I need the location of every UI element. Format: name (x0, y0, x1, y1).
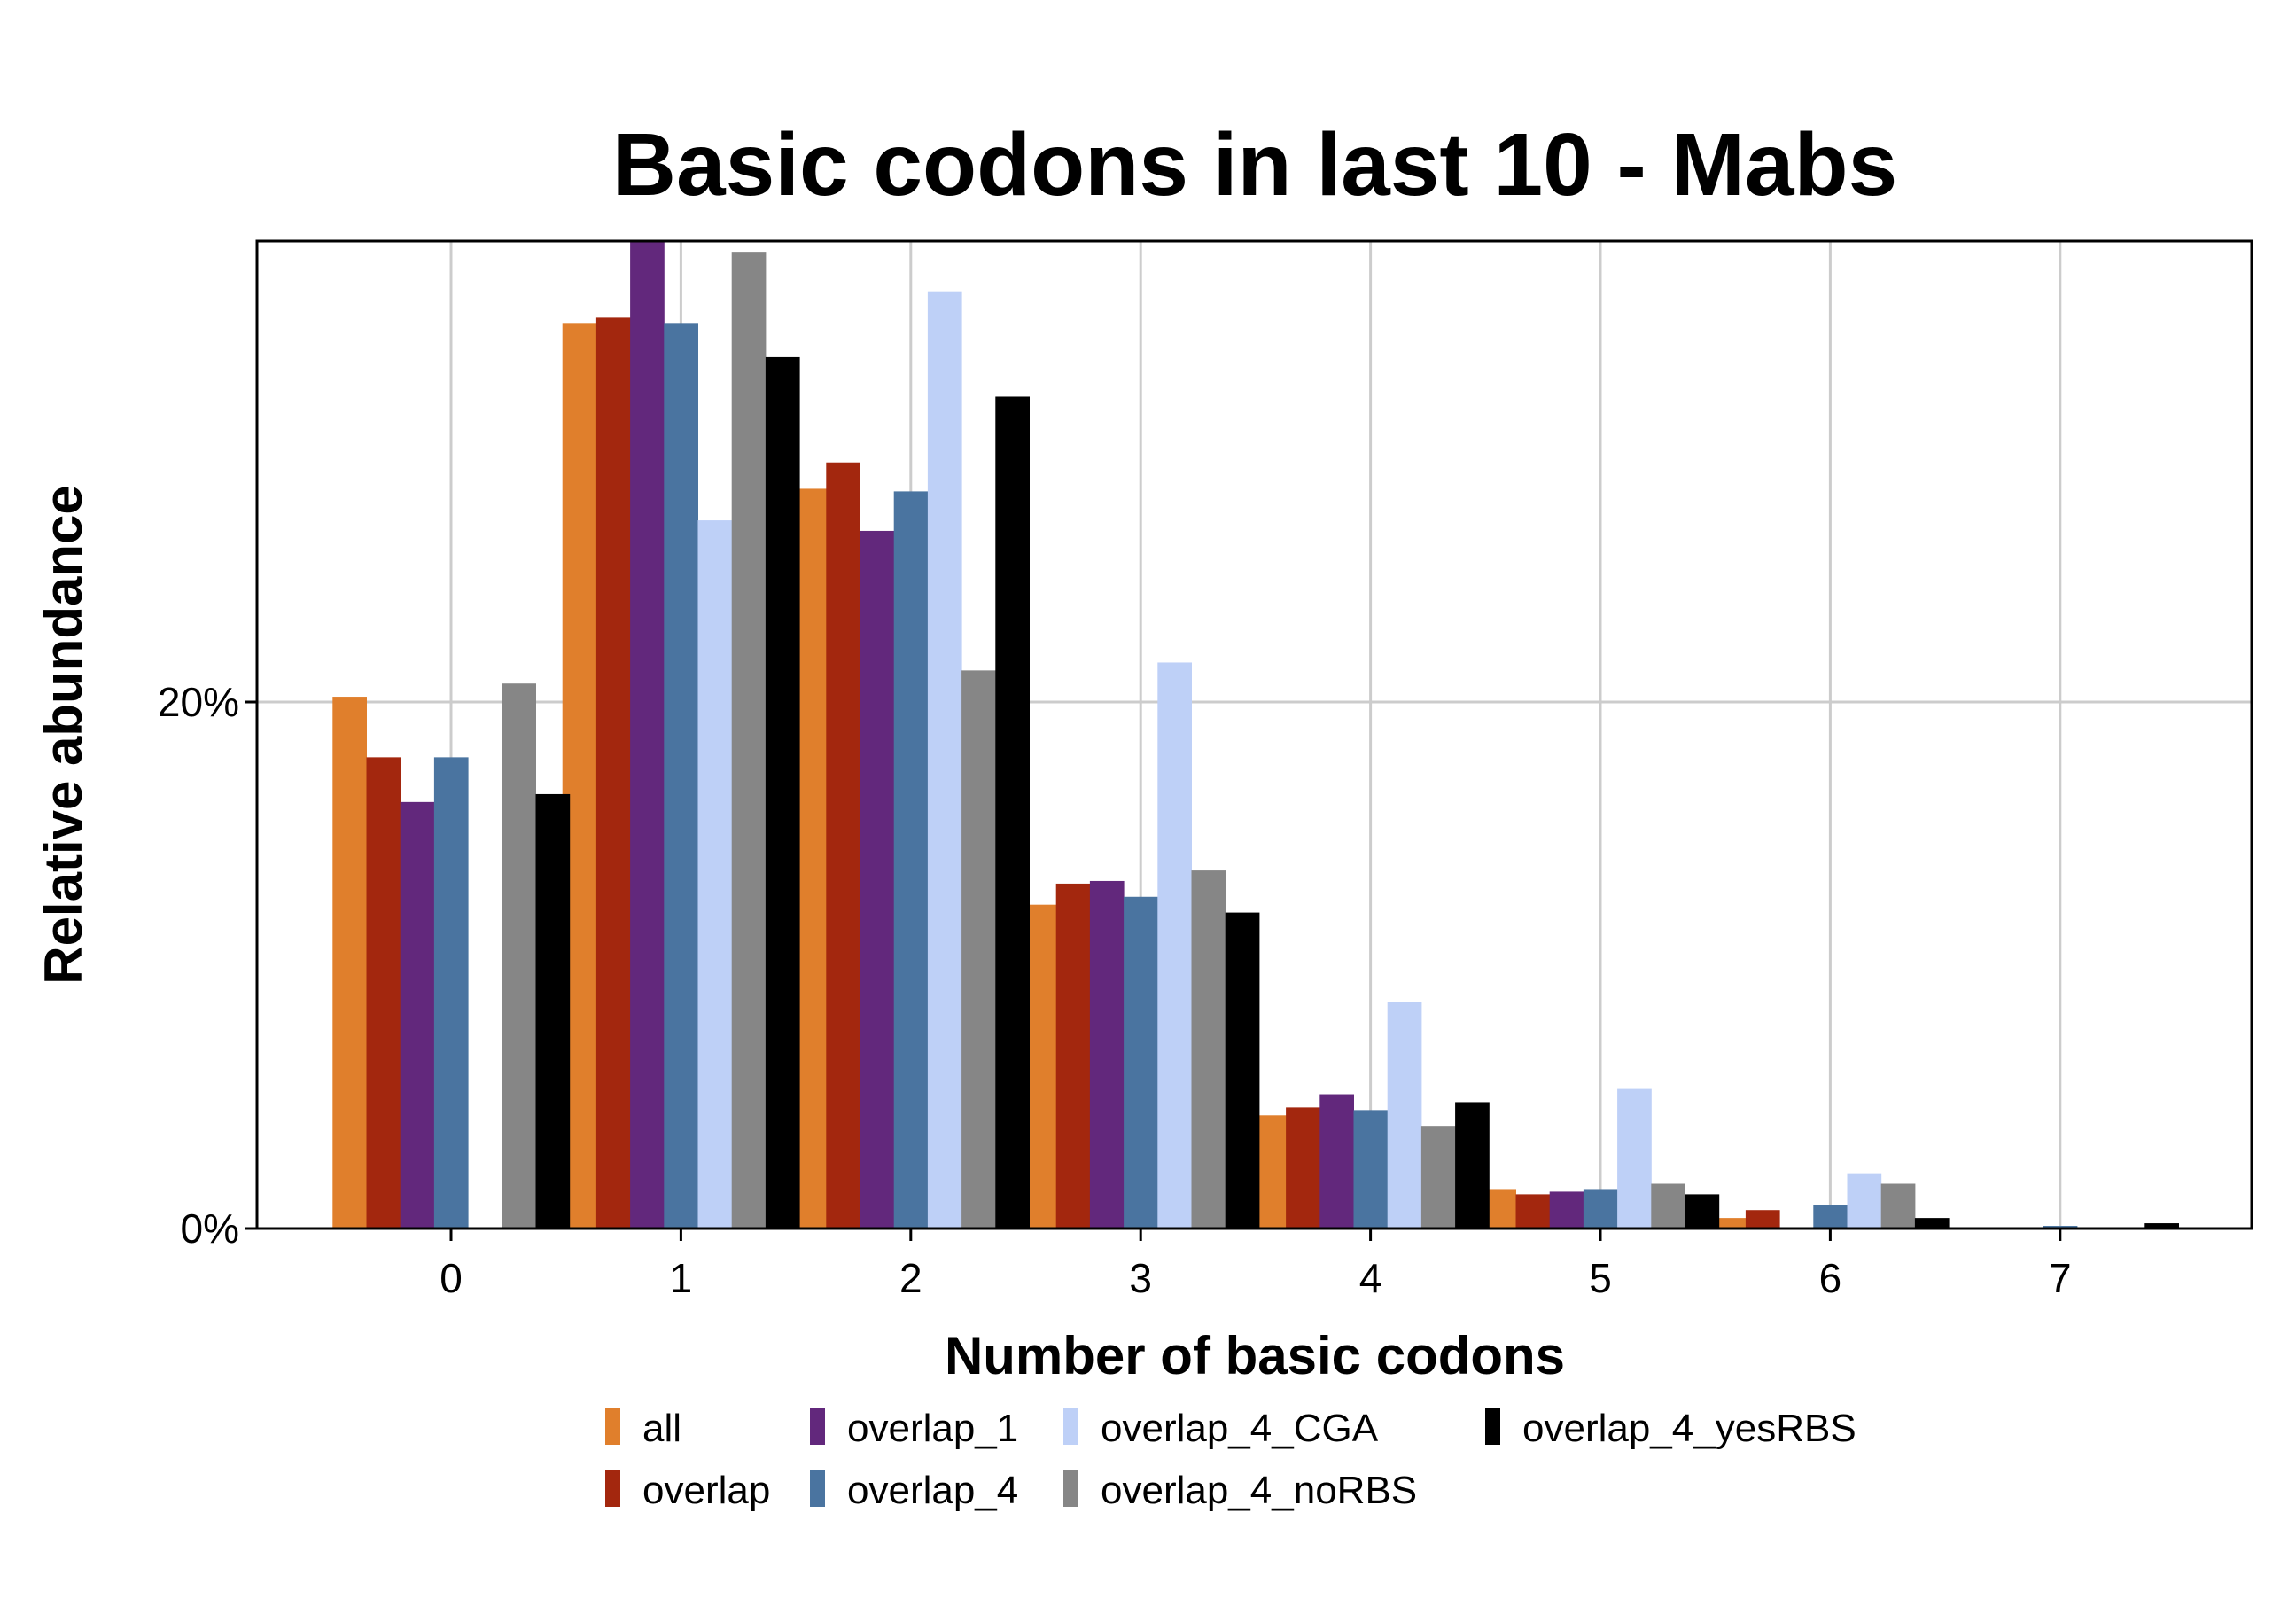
x-axis-title: Number of basic codons (945, 1326, 1565, 1385)
legend-swatch-overlap_4_noRBS (1063, 1470, 1078, 1507)
bar-overlap_4_yesRBS-1 (765, 356, 800, 1228)
legend-label-overlap_4_noRBS: overlap_4_noRBS (1101, 1469, 1417, 1512)
x-tick-label-2: 2 (899, 1255, 922, 1301)
x-tick-label-5: 5 (1589, 1255, 1612, 1301)
bar-overlap-6 (1745, 1210, 1780, 1228)
bars-group (332, 241, 2179, 1229)
bar-overlap_4_yesRBS-2 (995, 396, 1030, 1229)
bar-overlap_4-3 (1124, 896, 1158, 1228)
legend-label-overlap: overlap (642, 1469, 770, 1512)
bar-overlap_1-2 (860, 530, 895, 1228)
x-axis-ticks: 0 1 2 3 4 5 6 7 (440, 1228, 2072, 1301)
bar-overlap_4_yesRBS-0 (535, 793, 571, 1228)
bar-overlap_1-5 (1549, 1191, 1584, 1228)
legend-label-all: all (642, 1407, 681, 1450)
bar-overlap-2 (826, 462, 860, 1228)
legend-swatch-all (605, 1408, 620, 1445)
bar-overlap_4-4 (1353, 1110, 1389, 1228)
bar-overlap-5 (1515, 1194, 1551, 1228)
bar-overlap-1 (595, 317, 631, 1228)
bar-overlap_4-0 (433, 757, 469, 1228)
y-axis-title: Relative abundance (34, 485, 93, 985)
bar-overlap-4 (1286, 1107, 1320, 1228)
bar-overlap_4-1 (664, 323, 698, 1228)
bar-overlap_4_noRBS-1 (731, 252, 767, 1228)
bar-overlap_4_yesRBS-5 (1685, 1194, 1720, 1228)
legend-swatch-overlap_4_yesRBS (1485, 1408, 1500, 1445)
bar-overlap_4_noRBS-2 (961, 670, 996, 1228)
y-axis-ticks: 0% 20% (158, 679, 257, 1252)
bar-overlap_4_yesRBS-3 (1225, 912, 1260, 1228)
legend-label-overlap_1: overlap_1 (847, 1407, 1018, 1450)
legend-label-overlap_4_CGA: overlap_4_CGA (1101, 1407, 1379, 1450)
y-tick-label-0: 0% (181, 1205, 239, 1252)
bar-overlap_4_noRBS-5 (1651, 1183, 1685, 1228)
bar-overlap_4-2 (893, 491, 929, 1228)
legend-swatch-overlap_4_CGA (1063, 1408, 1078, 1445)
bar-overlap_4_noRBS-0 (502, 683, 536, 1228)
legend-swatch-overlap_4 (810, 1470, 825, 1507)
bar-overlap_4_noRBS-3 (1191, 870, 1226, 1228)
bar-overlap_1-1 (630, 241, 665, 1228)
legend-label-overlap_4: overlap_4 (847, 1469, 1018, 1512)
bar-overlap_1-3 (1089, 880, 1125, 1228)
chart-title: Basic codons in last 10 - Mabs (612, 115, 1897, 214)
legend-swatch-overlap_1 (810, 1408, 825, 1445)
x-tick-label-4: 4 (1359, 1255, 1382, 1301)
bar-overlap_4_CGA-1 (697, 520, 733, 1228)
x-tick-label-6: 6 (1819, 1255, 1842, 1301)
bar-overlap_4_CGA-3 (1157, 662, 1192, 1228)
x-tick-label-3: 3 (1129, 1255, 1152, 1301)
bar-overlap-0 (366, 757, 401, 1228)
bar-overlap_4_CGA-6 (1847, 1173, 1882, 1228)
bar-overlap_1-0 (400, 801, 435, 1228)
y-tick-label-1: 20% (158, 679, 239, 725)
bar-overlap_4-5 (1583, 1189, 1618, 1228)
bar-overlap_4_noRBS-4 (1420, 1126, 1456, 1228)
bar-overlap_4_noRBS-6 (1880, 1183, 1916, 1228)
bar-overlap_4-6 (1813, 1205, 1848, 1228)
bar-overlap_1-4 (1319, 1094, 1354, 1228)
bar-overlap-3 (1055, 883, 1091, 1228)
legend: all overlap overlap_1 overlap_4 overlap_4_CG… (605, 1407, 1856, 1512)
x-tick-label-0: 0 (440, 1255, 463, 1301)
legend-swatch-overlap (605, 1470, 620, 1507)
bar-overlap_4_yesRBS-7 (2144, 1223, 2179, 1228)
bar-overlap_4_CGA-4 (1387, 1002, 1422, 1228)
x-tick-label-7: 7 (2049, 1255, 2072, 1301)
bar-overlap_4_CGA-2 (927, 291, 962, 1229)
plot-frame (255, 239, 2253, 1230)
bar-overlap_4_yesRBS-4 (1455, 1102, 1490, 1228)
bar-all-0 (332, 697, 367, 1228)
legend-label-overlap_4_yesRBS: overlap_4_yesRBS (1522, 1407, 1856, 1450)
bar-overlap_4_yesRBS-6 (1914, 1218, 1950, 1228)
bar-all-6 (1711, 1218, 1747, 1228)
x-tick-label-1: 1 (670, 1255, 693, 1301)
bar-overlap_4_CGA-5 (1617, 1088, 1652, 1228)
